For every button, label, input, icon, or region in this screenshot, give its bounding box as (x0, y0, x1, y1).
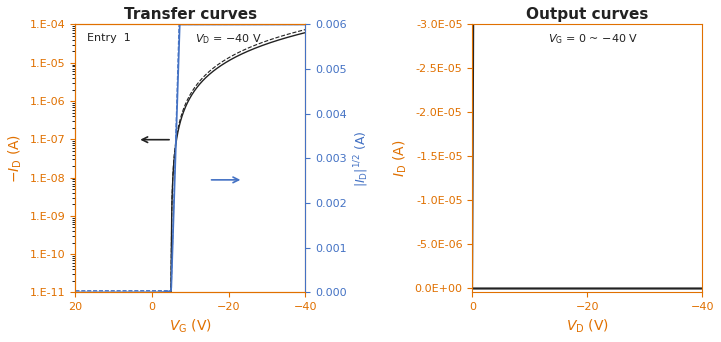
Text: $V_\mathrm{D}$ = −40 V: $V_\mathrm{D}$ = −40 V (195, 32, 262, 46)
X-axis label: $V_\mathrm{D}$ (V): $V_\mathrm{D}$ (V) (566, 318, 609, 335)
Y-axis label: $-I_\mathrm{D}$ (A): $-I_\mathrm{D}$ (A) (7, 134, 25, 183)
Title: Output curves: Output curves (526, 7, 649, 22)
Title: Transfer curves: Transfer curves (124, 7, 257, 22)
Text: Entry  1: Entry 1 (87, 32, 131, 42)
Y-axis label: $|I_\mathrm{D}|^{1/2}$ (A): $|I_\mathrm{D}|^{1/2}$ (A) (353, 130, 371, 187)
X-axis label: $V_\mathrm{G}$ (V): $V_\mathrm{G}$ (V) (169, 318, 212, 335)
Y-axis label: $I_\mathrm{D}$ (A): $I_\mathrm{D}$ (A) (392, 140, 409, 177)
Text: $V_\mathrm{G}$ = 0 ~ −40 V: $V_\mathrm{G}$ = 0 ~ −40 V (548, 32, 639, 46)
